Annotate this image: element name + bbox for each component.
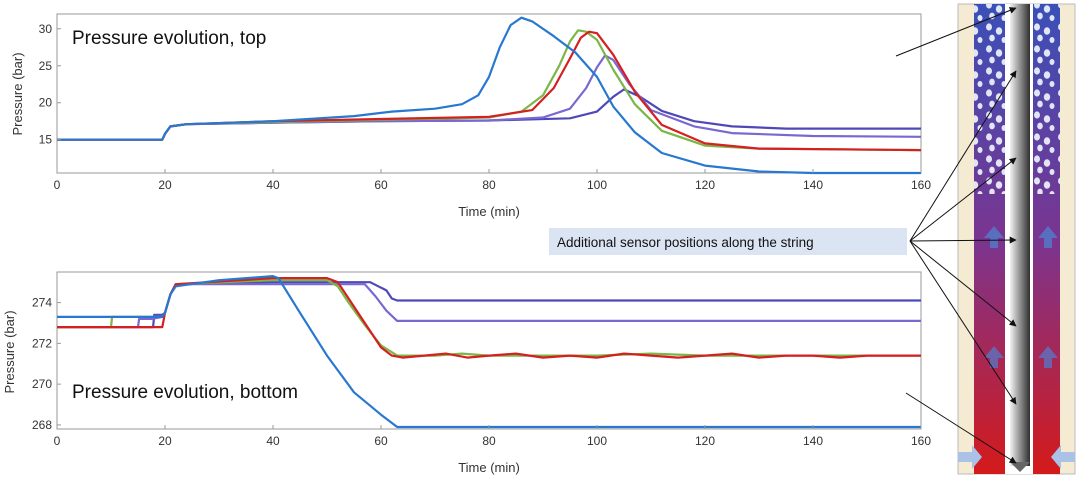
series-line-3 [57,277,921,359]
sensor-pointer-arrow [909,157,1017,242]
x-tick-label: 20 [158,434,172,448]
series-group-top [57,16,922,175]
sensor-pointer-arrow [909,236,1017,244]
wellbore-diagram [957,3,1076,475]
x-axis-label-top: Time (min) [458,204,520,219]
y-tick-label: 270 [32,377,52,391]
x-tick-label: 0 [54,434,61,448]
y-axis-label-bottom: Pressure (bar) [2,310,17,393]
chart-title-bottom: Pressure evolution, bottom [72,382,298,403]
drill-string [1010,4,1030,466]
y-axis-label-top: Pressure (bar) [10,52,25,135]
series-line-1 [57,283,921,329]
x-tick-label: 140 [803,434,823,448]
x-tick-label: 80 [482,434,496,448]
x-tick-label: 160 [911,178,931,192]
x-tick-label: 60 [374,178,388,192]
callout-text: Additional sensor positions along the st… [557,235,814,250]
series-line-4 [57,16,921,175]
y-tick-label: 268 [32,418,52,432]
y-tick-label: 20 [39,96,53,110]
chart-bottom: 0 20 40 60 80 100 120 140 160 268 270 272 274 Pressu… [2,271,931,475]
x-axis-label-bottom: Time (min) [458,460,520,475]
callout-box [549,228,907,255]
ticks-bottom: 0 20 40 60 80 100 120 140 160 268 270 272 274 [32,296,931,448]
flow-arrow-icon [984,346,1004,368]
y-tick-label: 274 [32,296,52,310]
sensor-pointer-arrow [909,240,1017,327]
gas-influx-arrow-icon [958,445,982,469]
x-tick-label: 120 [695,434,715,448]
series-line-0 [57,281,921,329]
x-tick-label: 140 [803,178,823,192]
x-tick-label: 120 [695,178,715,192]
x-tick-label: 0 [54,178,61,192]
flow-arrow-icon [984,226,1004,248]
flow-arrow-icon [1038,346,1058,368]
ticks-top: 0 20 40 60 80 100 120 140 160 15 20 25 30 [39,22,932,192]
series-group-bottom [57,275,921,429]
y-tick-label: 25 [39,59,53,73]
series-line-4 [57,275,921,429]
plot-area-bottom [56,271,922,430]
sensor-pointer-arrow [909,240,1017,405]
x-tick-label: 160 [911,434,931,448]
flow-arrow-icon [1038,226,1058,248]
y-tick-label: 15 [39,133,53,147]
drill-bit [1010,462,1030,472]
x-tick-label: 40 [266,178,280,192]
x-tick-label: 100 [587,178,607,192]
chart-title-top: Pressure evolution, top [72,28,266,49]
y-tick-label: 30 [39,22,53,36]
x-tick-label: 100 [587,434,607,448]
x-tick-label: 80 [482,178,496,192]
top-sensor-arrow [895,7,1017,57]
x-tick-label: 60 [374,434,388,448]
gas-influx-arrow-icon [1051,445,1075,469]
x-tick-label: 40 [266,434,280,448]
sensor-callout: Additional sensor positions along the st… [549,7,1017,464]
sensor-pointer-arrow [909,70,1017,242]
bottom-sensor-arrow [905,392,1017,464]
plot-area-top [56,13,922,174]
chart-top: 0 20 40 60 80 100 120 140 160 15 20 25 30 Pressure e… [10,13,932,219]
y-tick-label: 272 [32,336,52,350]
x-tick-label: 20 [158,178,172,192]
